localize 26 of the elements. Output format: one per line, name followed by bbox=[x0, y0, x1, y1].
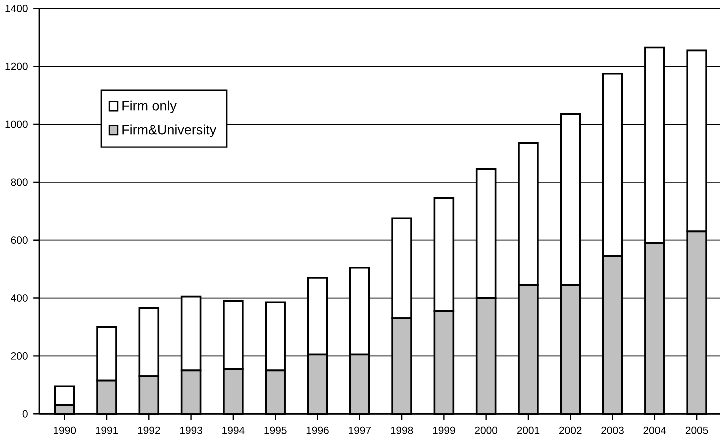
x-tick-label: 2001 bbox=[517, 426, 540, 434]
y-tick-label: 800 bbox=[11, 178, 28, 186]
x-tick-label: 2002 bbox=[559, 426, 582, 434]
x-tick-label: 1993 bbox=[180, 426, 202, 434]
x-tick-label: 1999 bbox=[433, 426, 456, 434]
legend-label: Firm&University bbox=[122, 124, 217, 138]
y-tick-label: 1400 bbox=[6, 4, 28, 12]
x-tick-label: 1992 bbox=[138, 426, 160, 434]
x-tick-label: 1991 bbox=[96, 426, 118, 434]
legend-label: Firm only bbox=[122, 100, 177, 114]
y-tick-label: 1200 bbox=[6, 62, 28, 70]
y-tick-label: 600 bbox=[11, 236, 28, 244]
x-tick-label: 2003 bbox=[602, 426, 624, 434]
x-tick-label: 1998 bbox=[391, 426, 414, 434]
x-tick-label: 2005 bbox=[686, 426, 708, 434]
x-tick-label: 1994 bbox=[222, 426, 245, 434]
x-tick-label: 1995 bbox=[264, 426, 287, 434]
x-tick-label: 1997 bbox=[349, 426, 372, 434]
y-tick-label: 0 bbox=[22, 410, 28, 418]
y-tick-label: 200 bbox=[11, 352, 28, 360]
x-tick-label: 1996 bbox=[306, 426, 329, 434]
y-tick-label: 400 bbox=[11, 294, 28, 302]
y-tick-label: 1000 bbox=[6, 120, 28, 128]
x-tick-label: 1990 bbox=[54, 426, 76, 434]
x-tick-label: 2000 bbox=[475, 426, 498, 434]
x-tick-label: 2004 bbox=[644, 426, 666, 434]
